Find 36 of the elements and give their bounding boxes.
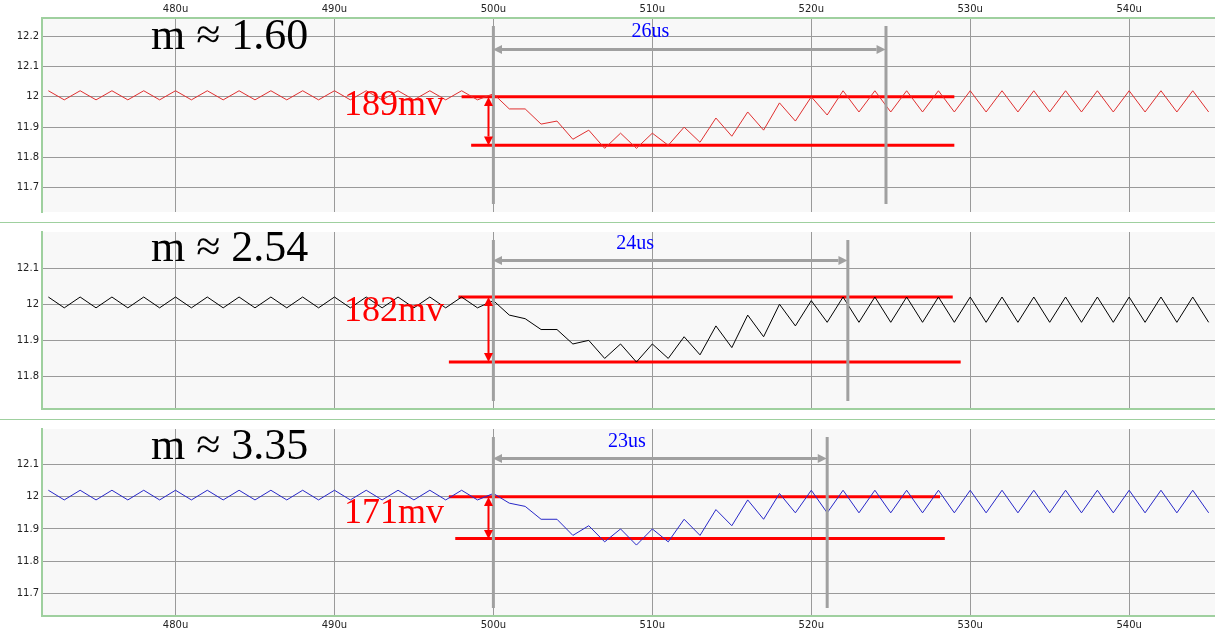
y-tick-label: 11.8: [16, 151, 39, 163]
y-tick-label: 11.9: [16, 120, 39, 132]
y-tick-label: 11.9: [16, 333, 39, 345]
y-tick-label: 11.8: [16, 370, 39, 382]
annotation: 26us: [631, 19, 670, 42]
annotation: 182mv: [343, 289, 444, 330]
y-tick-label: 11.8: [16, 554, 39, 566]
x-tick-label: 520u: [798, 2, 824, 14]
x-tick-label: 490u: [321, 2, 348, 14]
annotation: 189mv: [343, 82, 444, 123]
y-tick-label: 12: [26, 90, 39, 102]
y-tick-label: 11.7: [16, 587, 39, 599]
annotation: 23us: [608, 429, 647, 452]
x-tick-label: 500u: [480, 2, 507, 14]
y-tick-label: 11.7: [16, 181, 39, 193]
x-tick-label: 480u: [162, 618, 189, 630]
y-tick-label: 12.1: [16, 458, 39, 470]
y-tick-label: 12: [26, 490, 39, 502]
x-tick-label: 500u: [480, 618, 507, 630]
x-tick-label: 540u: [1116, 2, 1142, 14]
x-tick-label: 490u: [321, 618, 348, 630]
annotation: m ≈ 3.35: [150, 420, 309, 470]
annotation: 24us: [616, 230, 655, 253]
y-tick-label: 12.2: [16, 29, 39, 41]
annotation: 171mv: [343, 490, 444, 531]
y-tick-label: 12.1: [16, 60, 39, 72]
y-tick-label: 11.9: [16, 522, 39, 534]
x-tick-label: 530u: [957, 618, 983, 630]
x-tick-label: 510u: [639, 2, 666, 14]
annotation: m ≈ 2.54: [150, 222, 309, 272]
x-tick-label: 530u: [957, 2, 983, 14]
x-tick-label: 510u: [639, 618, 666, 630]
y-tick-label: 12: [26, 297, 39, 309]
x-tick-label: 520u: [798, 618, 824, 630]
y-tick-label: 12.1: [16, 261, 39, 273]
x-tick-label: 540u: [1116, 618, 1142, 630]
